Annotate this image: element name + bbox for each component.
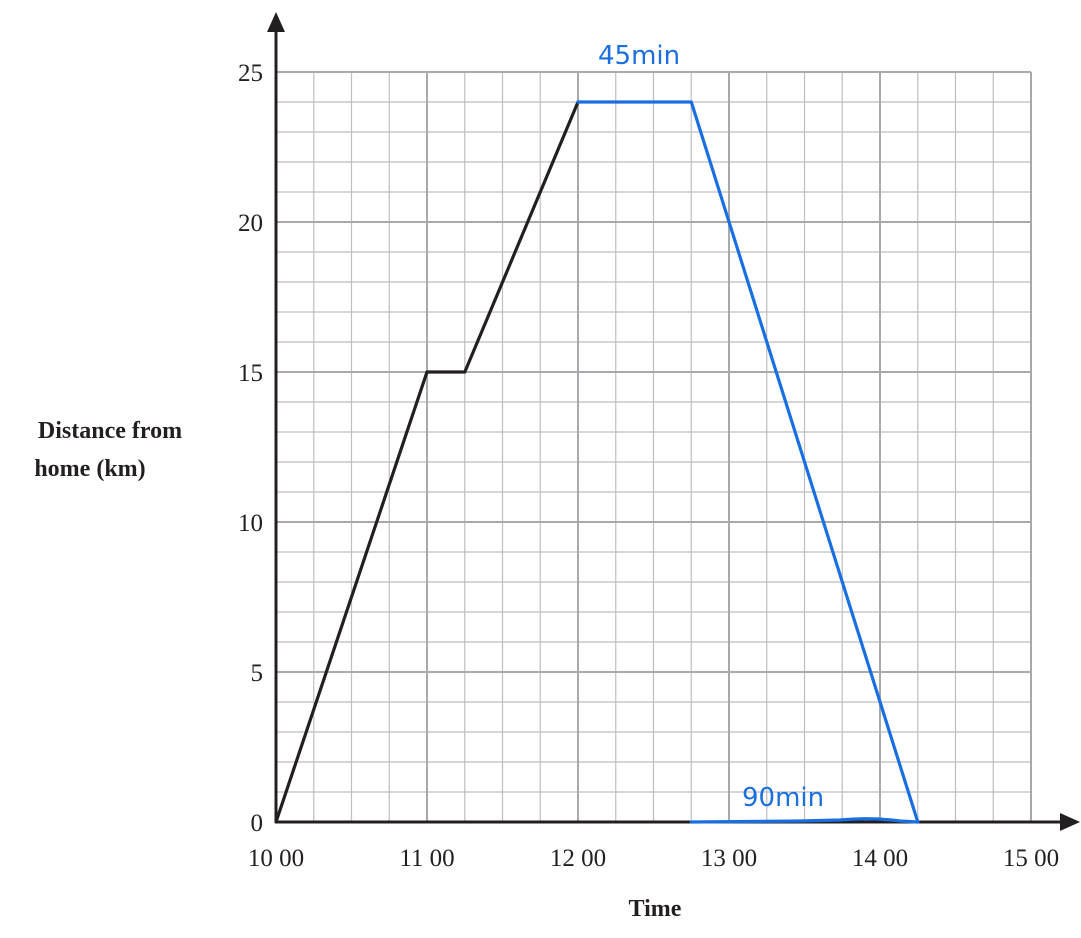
tick-labels: 10 00 11 00 12 00 13 00 14 00 15 00 0 5 10 15 20 25	[238, 60, 1059, 872]
minor-grid	[276, 72, 1031, 822]
y-tick-label: 10	[238, 510, 263, 537]
annotations: 45min 90min	[598, 41, 920, 824]
annotation-90min: 90min	[742, 783, 824, 813]
series-line-black	[274, 100, 580, 824]
axes	[267, 12, 1080, 831]
y-axis-arrowhead	[267, 12, 285, 32]
x-tick-label: 10 00	[248, 845, 304, 872]
annotation-45min: 45min	[598, 41, 680, 71]
x-axis-arrowhead	[1060, 813, 1080, 831]
y-tick-label: 20	[238, 210, 263, 237]
x-tick-label: 15 00	[1003, 845, 1059, 872]
x-tick-label: 13 00	[701, 845, 757, 872]
annotation-90min-underline	[689, 817, 920, 824]
series-layer	[274, 100, 920, 824]
y-axis-label-line-2: home (km)	[34, 456, 145, 482]
y-tick-label: 5	[251, 660, 264, 687]
y-tick-label: 0	[251, 810, 264, 837]
y-axis-label-line-1: Distance from	[38, 418, 182, 444]
y-tick-label: 25	[238, 60, 263, 87]
y-tick-label: 15	[238, 360, 263, 387]
x-tick-label: 14 00	[852, 845, 908, 872]
x-tick-label: 11 00	[399, 845, 454, 872]
x-axis-label: Time	[629, 896, 682, 922]
x-tick-label: 12 00	[550, 845, 606, 872]
